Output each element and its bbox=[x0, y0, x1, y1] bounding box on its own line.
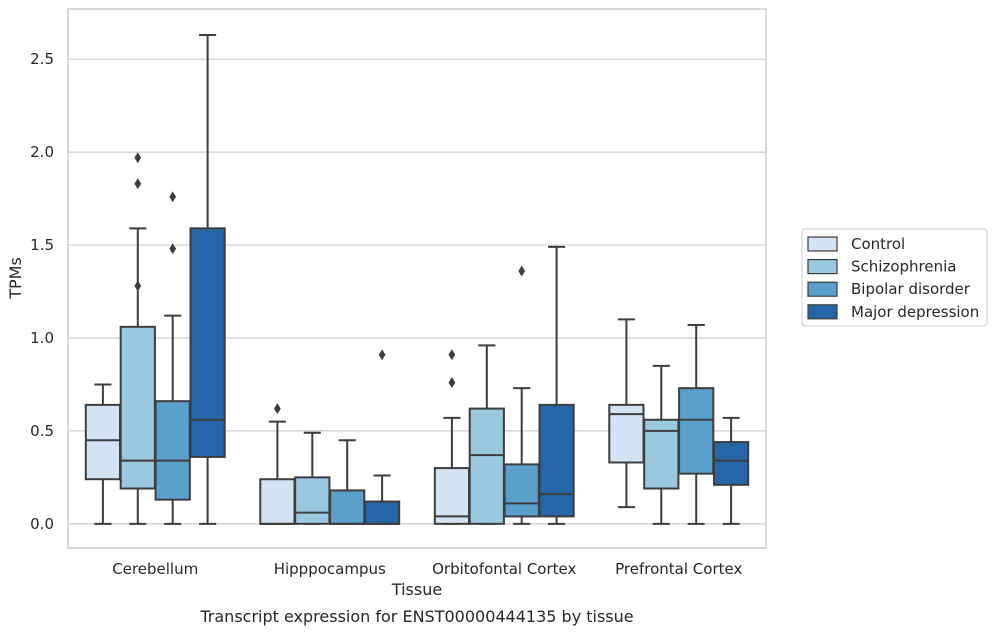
box-group bbox=[712, 416, 750, 525]
outlier-point bbox=[448, 377, 456, 388]
y-tick-label: 0.5 bbox=[30, 422, 54, 440]
chart-caption: Transcript expression for ENST0000044413… bbox=[199, 607, 633, 626]
legend-label: Bipolar disorder bbox=[851, 280, 971, 298]
y-axis-label: TPMs bbox=[6, 257, 25, 300]
box-group bbox=[678, 323, 715, 525]
y-tick-label: 0.0 bbox=[30, 515, 54, 533]
x-tick-label: Orbitofontal Cortex bbox=[432, 560, 576, 578]
box-group bbox=[468, 344, 505, 525]
box bbox=[259, 478, 296, 525]
legend-swatch bbox=[807, 236, 838, 252]
y-tick-label: 2.0 bbox=[30, 143, 54, 161]
box-group bbox=[538, 245, 575, 525]
box-group bbox=[363, 349, 401, 525]
legend-swatch bbox=[807, 281, 838, 297]
x-axis-label: Tissue bbox=[391, 580, 442, 599]
box-group bbox=[259, 403, 296, 525]
outlier-point bbox=[134, 152, 142, 164]
legend-label: Schizophrenia bbox=[851, 258, 956, 276]
y-tick-label: 1.0 bbox=[30, 329, 54, 347]
box bbox=[119, 325, 156, 490]
x-tick-label: Cerebellum bbox=[112, 560, 198, 578]
box-group bbox=[329, 439, 366, 525]
outlier-point bbox=[134, 280, 142, 292]
box bbox=[154, 400, 191, 501]
outlier-point bbox=[448, 349, 456, 361]
box-series bbox=[84, 34, 750, 525]
series-schizophrenia bbox=[119, 152, 680, 525]
legend-swatch bbox=[807, 304, 838, 320]
x-tick-labels: Cerebellum Hipppocampus Orbitofontal Corte… bbox=[112, 560, 742, 578]
outlier-point bbox=[378, 349, 386, 361]
outlier-point bbox=[169, 243, 177, 255]
box bbox=[503, 463, 540, 518]
y-tick-label: 2.5 bbox=[30, 50, 54, 68]
box bbox=[294, 476, 331, 525]
legend-label: Major depression bbox=[851, 303, 979, 321]
box bbox=[189, 227, 226, 458]
box-group bbox=[608, 318, 645, 509]
series-control bbox=[84, 318, 645, 525]
box-group bbox=[433, 349, 471, 525]
box bbox=[329, 489, 366, 525]
plot-frame bbox=[67, 8, 767, 549]
box bbox=[712, 441, 750, 486]
box-group bbox=[84, 383, 122, 525]
legend-frame bbox=[801, 228, 988, 327]
box bbox=[363, 500, 401, 525]
x-tick-label: Hipppocampus bbox=[274, 560, 386, 578]
legend: Control Schizophrenia Bipolar disorder Majo… bbox=[801, 228, 988, 327]
box bbox=[678, 387, 715, 475]
outlier-point bbox=[134, 178, 142, 190]
box bbox=[84, 403, 122, 481]
legend-label: Control bbox=[851, 235, 905, 253]
y-tick-labels: 0.0 0.5 1.0 1.5 2.0 2.5 bbox=[30, 50, 54, 533]
outlier-point bbox=[518, 265, 526, 277]
y-tick-label: 1.5 bbox=[30, 236, 54, 254]
box bbox=[468, 407, 505, 525]
box-group bbox=[189, 34, 226, 525]
legend-swatch bbox=[807, 259, 838, 275]
x-tick-label: Prefrontal Cortex bbox=[615, 560, 742, 578]
outlier-point bbox=[169, 191, 177, 203]
box-group bbox=[643, 364, 680, 525]
outlier-point bbox=[274, 403, 281, 415]
box-group bbox=[294, 431, 331, 525]
series-major-depression bbox=[189, 34, 750, 525]
box bbox=[538, 403, 575, 518]
